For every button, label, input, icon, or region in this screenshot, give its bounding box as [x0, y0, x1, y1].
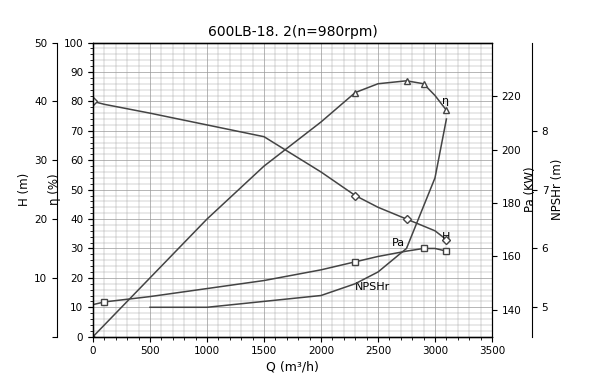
Title: 600LB-18. 2(n=980rpm): 600LB-18. 2(n=980rpm): [208, 25, 377, 39]
Text: H: H: [442, 232, 450, 242]
Y-axis label: H (m): H (m): [19, 173, 31, 206]
Text: NPSHr: NPSHr: [355, 282, 391, 292]
Text: η: η: [442, 96, 449, 106]
Text: Pa: Pa: [392, 238, 405, 248]
Y-axis label: η (%): η (%): [48, 174, 61, 205]
X-axis label: Q (m³/h): Q (m³/h): [266, 361, 319, 373]
Y-axis label: NPSHr (m): NPSHr (m): [551, 159, 564, 220]
Y-axis label: Pa (KW): Pa (KW): [524, 167, 537, 212]
